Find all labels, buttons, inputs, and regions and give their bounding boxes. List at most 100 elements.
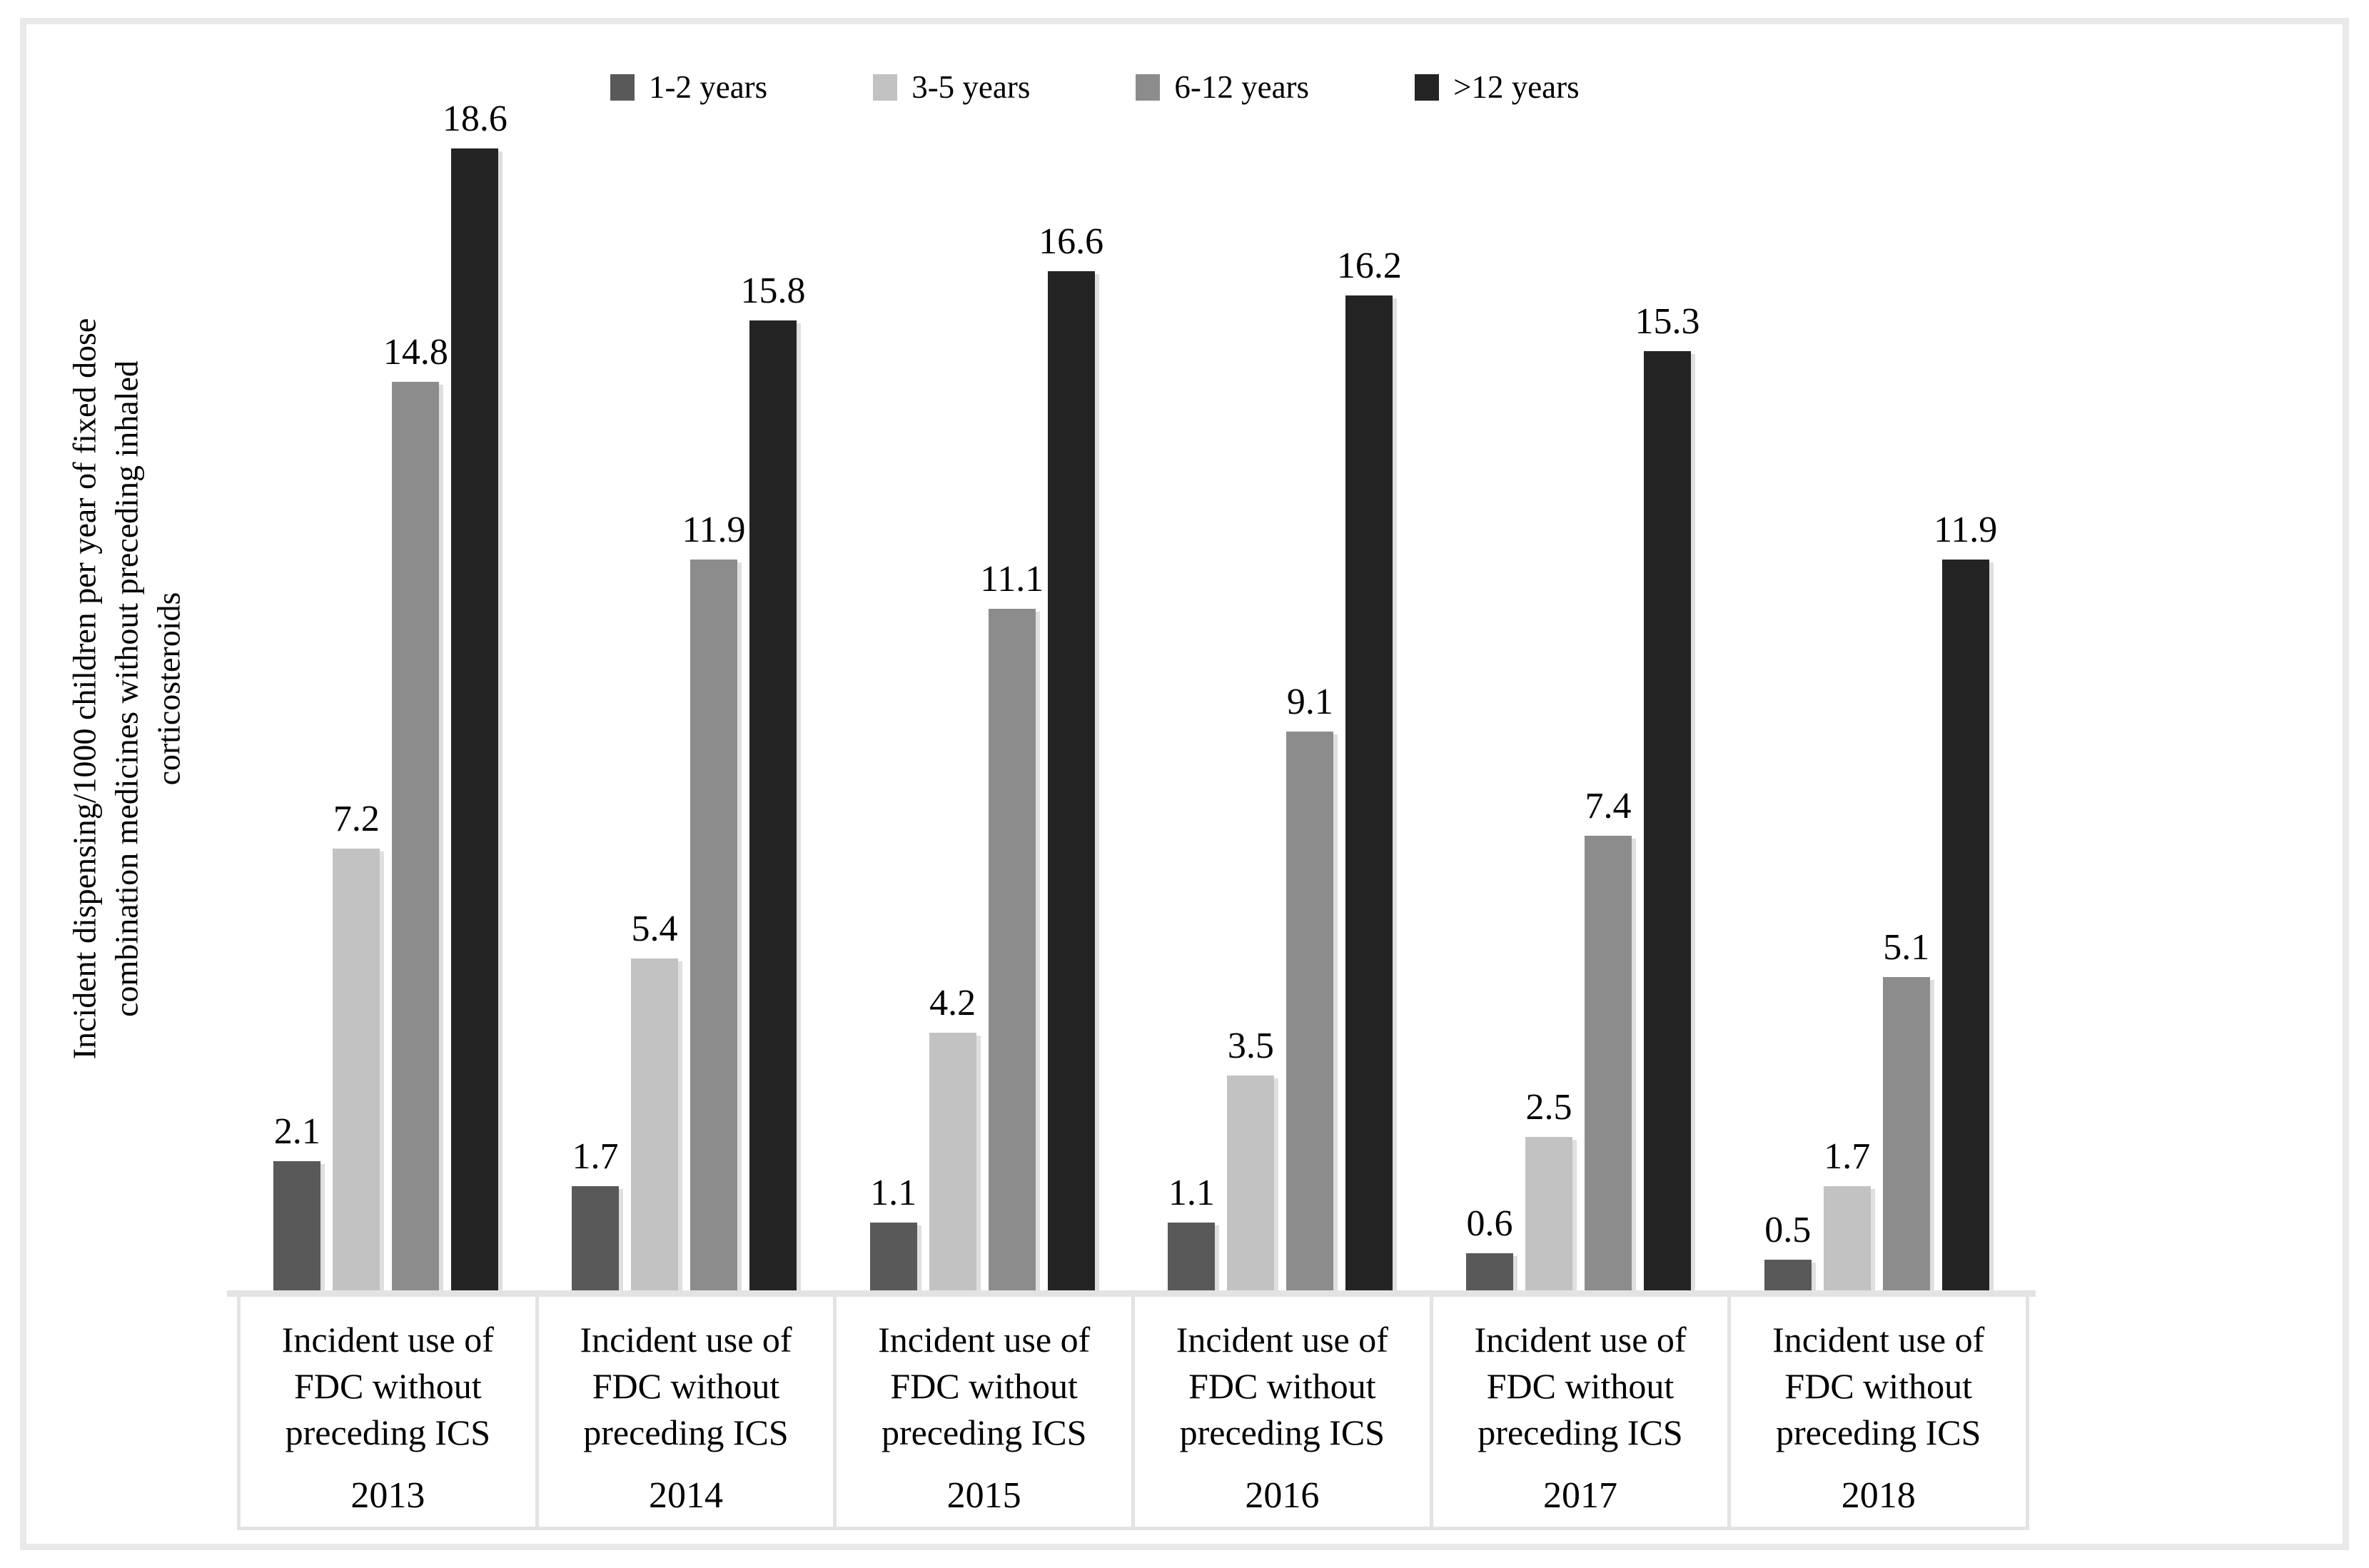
bar-value-label: 11.9: [682, 510, 746, 550]
bar-2014-3-5-years: 5.4: [631, 909, 678, 1290]
bar-2014-12-years: 15.8: [741, 270, 806, 1290]
bar-2017-1-2-years: 0.6: [1466, 1203, 1514, 1290]
category-label-line-3: preceding ICS: [285, 1412, 491, 1452]
legend-marker-12-years: [1415, 74, 1440, 101]
bar-group-2016: 1.1 3.5 9.1 16.2: [1131, 148, 1430, 1290]
y-axis-title-line-2: combination medicines without preceding …: [108, 360, 145, 1017]
legend-marker-6-12-years: [1136, 74, 1161, 101]
plot-area: 2.1 7.2 14.8 18.6 1.7 5.4 11.9 15.8 1.1 4.2 11.1 16…: [237, 98, 2026, 1290]
legend-item-6-12-years: 6-12 years: [1136, 69, 1309, 106]
bar-2016-1-2-years: 1.1: [1168, 1173, 1216, 1290]
legend-marker-3-5-years: [873, 74, 898, 101]
y-axis-title-line-1: Incident dispensing/1000 children per ye…: [66, 318, 103, 1060]
category-label-line-3: preceding ICS: [1179, 1412, 1385, 1452]
bar-value-label: 3.5: [1227, 1026, 1274, 1066]
legend-item-12-years: >12 years: [1415, 69, 1580, 106]
category-cell-2015: Incident use of FDC without preceding ICS 2…: [837, 1297, 1136, 1527]
category-label-line-2: FDC without: [1784, 1366, 1972, 1406]
category-label-line-2: FDC without: [294, 1366, 482, 1406]
bar-value-label: 7.2: [333, 799, 380, 839]
category-label-line-1: Incident use of: [580, 1320, 792, 1360]
bar-2015-3-5-years: 4.2: [929, 983, 976, 1290]
category-year-label: 2014: [649, 1475, 723, 1516]
legend-item-3-5-years: 3-5 years: [873, 69, 1030, 106]
category-cell-2014: Incident use of FDC without preceding ICS 2…: [539, 1297, 837, 1527]
category-label-line-2: FDC without: [1188, 1366, 1376, 1406]
bar-group-2018: 0.5 1.7 5.1 11.9: [1727, 148, 2026, 1290]
legend-item-1-2-years: 1-2 years: [610, 69, 767, 106]
category-cell-2013: Incident use of FDC without preceding ICS 2…: [241, 1297, 539, 1527]
bar-2013-3-5-years: 7.2: [333, 799, 380, 1290]
legend-label: >12 years: [1453, 69, 1580, 105]
category-axis: Incident use of FDC without preceding ICS 2…: [237, 1297, 2030, 1530]
category-year-label: 2018: [1841, 1475, 1916, 1516]
category-year-label: 2017: [1543, 1475, 1618, 1516]
bar-value-label: 1.7: [1824, 1136, 1871, 1177]
y-axis-title-line-3: corticosteroids: [150, 592, 187, 786]
bar-value-label: 16.2: [1336, 246, 1402, 286]
bar-2016-3-5-years: 3.5: [1227, 1026, 1275, 1290]
category-year-label: 2013: [350, 1475, 425, 1516]
bar-2018-1-2-years: 0.5: [1764, 1210, 1812, 1290]
category-cell-2017: Incident use of FDC without preceding ICS 2…: [1433, 1297, 1732, 1527]
category-label-line-3: preceding ICS: [583, 1412, 789, 1452]
bar-2013-1-2-years: 2.1: [273, 1111, 321, 1290]
category-year-label: 2016: [1245, 1475, 1320, 1516]
category-label-line-1: Incident use of: [878, 1320, 1091, 1360]
x-axis-line: [227, 1290, 2036, 1297]
bar-2017-12-years: 15.3: [1635, 301, 1700, 1290]
category-label-line-3: preceding ICS: [1478, 1412, 1683, 1452]
bar-value-label: 15.8: [740, 270, 806, 311]
bar-2014-1-2-years: 1.7: [572, 1136, 619, 1290]
category-cell-2018: Incident use of FDC without preceding ICS 2…: [1731, 1297, 2030, 1527]
category-label-line-2: FDC without: [592, 1366, 780, 1406]
category-label-line-1: Incident use of: [1176, 1320, 1388, 1360]
bar-2016-6-12-years: 9.1: [1286, 682, 1334, 1290]
legend-marker-1-2-years: [610, 74, 635, 101]
category-label-line-1: Incident use of: [1772, 1320, 1985, 1360]
legend-label: 6-12 years: [1174, 69, 1310, 105]
bar-group-2017: 0.6 2.5 7.4 15.3: [1430, 148, 1728, 1290]
bar-2016-12-years: 16.2: [1337, 246, 1402, 1290]
bar-value-label: 15.3: [1635, 301, 1700, 342]
legend-label: 3-5 years: [911, 69, 1031, 105]
category-label-line-2: FDC without: [890, 1366, 1078, 1406]
bar-value-label: 16.6: [1039, 221, 1104, 262]
bar-2018-3-5-years: 1.7: [1823, 1136, 1871, 1290]
category-year-label: 2015: [946, 1475, 1021, 1516]
bar-2015-6-12-years: 11.1: [980, 559, 1044, 1290]
legend-label: 1-2 years: [649, 69, 768, 105]
bar-value-label: 11.9: [1934, 510, 1998, 550]
bar-value-label: 2.5: [1525, 1087, 1572, 1128]
bar-2018-6-12-years: 5.1: [1882, 927, 1930, 1290]
legend: 1-2 years 3-5 years 6-12 years >12 years: [610, 69, 1580, 106]
category-label-line-2: FDC without: [1486, 1366, 1675, 1406]
bar-value-label: 2.1: [273, 1111, 320, 1152]
bar-2013-6-12-years: 14.8: [383, 332, 448, 1290]
bar-group-2015: 1.1 4.2 11.1 16.6: [833, 148, 1131, 1290]
bar-value-label: 1.1: [870, 1173, 917, 1213]
bar-group-2014: 1.7 5.4 11.9 15.8: [535, 148, 834, 1290]
bar-value-label: 7.4: [1585, 786, 1632, 826]
y-axis-title: Incident dispensing/1000 children per ye…: [64, 103, 191, 1274]
bar-group-2013: 2.1 7.2 14.8 18.6: [237, 98, 535, 1290]
bar-value-label: 18.6: [442, 98, 507, 139]
bar-value-label: 14.8: [383, 332, 448, 373]
bar-value-label: 11.1: [980, 559, 1044, 600]
bar-value-label: 4.2: [929, 983, 976, 1023]
bar-2015-1-2-years: 1.1: [869, 1173, 917, 1290]
bar-2018-12-years: 11.9: [1934, 510, 1997, 1290]
bar-2017-6-12-years: 7.4: [1585, 786, 1632, 1290]
category-label-line-1: Incident use of: [1474, 1320, 1687, 1360]
category-label-line-1: Incident use of: [281, 1320, 494, 1360]
category-label-line-3: preceding ICS: [881, 1412, 1087, 1452]
bar-value-label: 0.5: [1764, 1210, 1812, 1250]
category-label-line-3: preceding ICS: [1775, 1412, 1981, 1452]
bar-value-label: 1.7: [572, 1136, 619, 1177]
bar-2017-3-5-years: 2.5: [1525, 1087, 1573, 1290]
bar-value-label: 5.4: [631, 909, 678, 949]
bar-value-label: 5.1: [1883, 927, 1930, 968]
bar-value-label: 0.6: [1466, 1203, 1513, 1244]
bar-2015-12-years: 16.6: [1039, 221, 1103, 1290]
